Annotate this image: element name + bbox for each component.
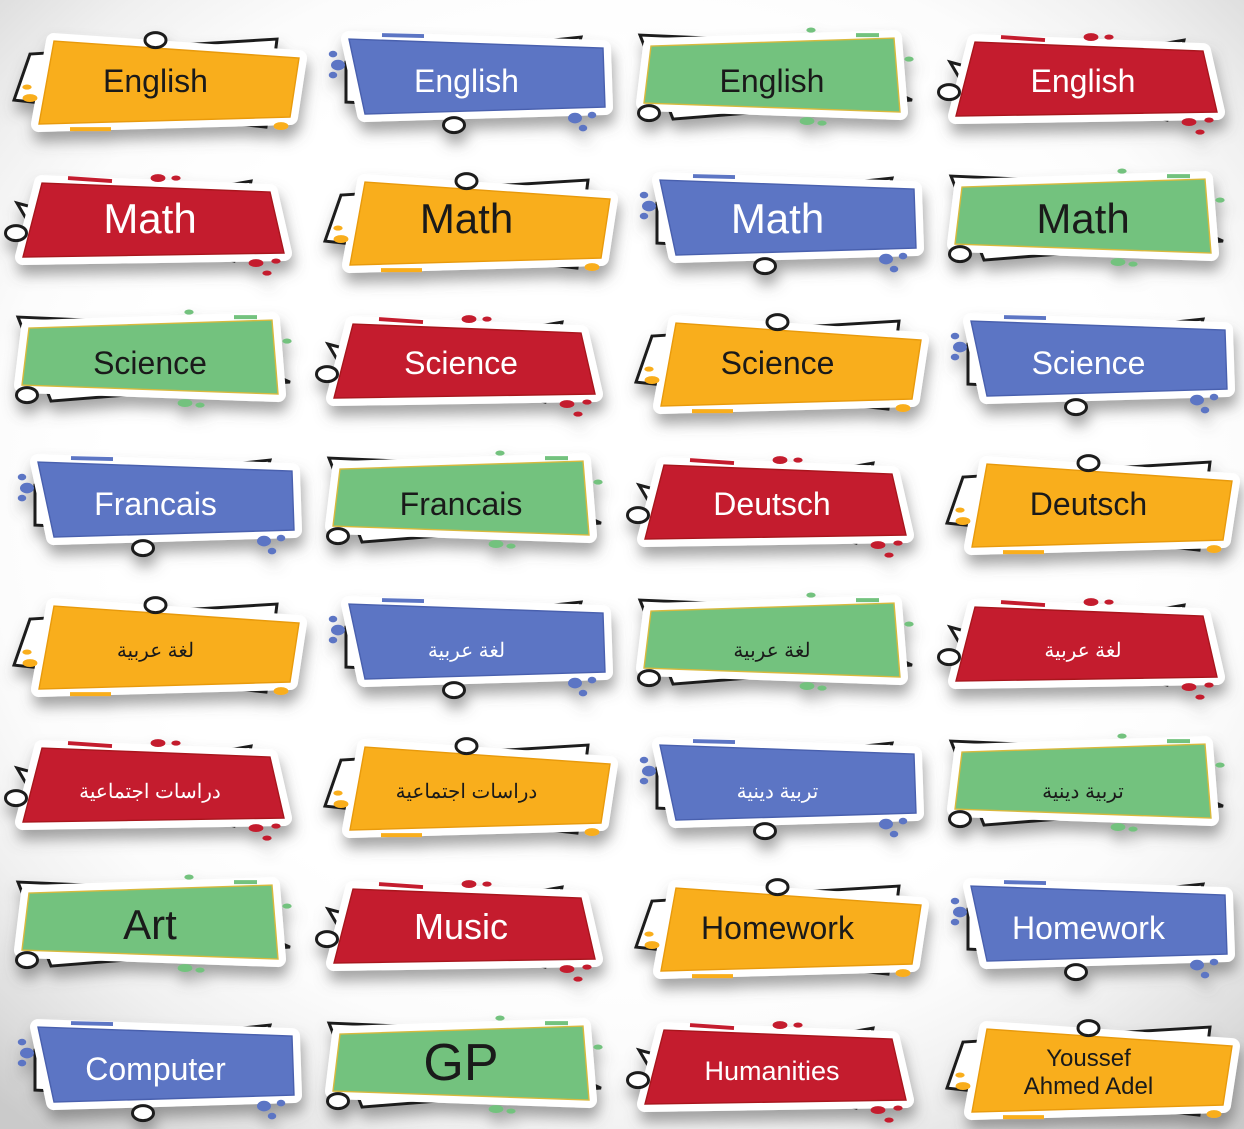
svg-text:Science: Science [1032, 345, 1146, 381]
svg-text:لغة عربية: لغة عربية [1044, 640, 1121, 662]
svg-text:Science: Science [721, 345, 835, 381]
svg-text:GP: GP [423, 1034, 498, 1092]
svg-text:لغة عربية: لغة عربية [117, 640, 194, 662]
svg-text:English: English [103, 63, 208, 99]
svg-text:Deutsch: Deutsch [1030, 486, 1147, 522]
svg-text:Science: Science [404, 345, 518, 381]
svg-text:Deutsch: Deutsch [713, 486, 830, 522]
svg-text:Math: Math [1036, 195, 1129, 242]
svg-text:Ahmed Adel: Ahmed Adel [1024, 1073, 1153, 1100]
svg-text:Youssef: Youssef [1046, 1045, 1131, 1072]
svg-text:Art: Art [123, 901, 177, 948]
svg-text:لغة عربية: لغة عربية [733, 640, 810, 662]
svg-text:Francais: Francais [94, 486, 217, 522]
svg-text:تربية دينية: تربية دينية [1042, 781, 1124, 803]
svg-text:Humanities: Humanities [704, 1056, 839, 1086]
svg-text:Music: Music [414, 906, 508, 947]
svg-text:Francais: Francais [400, 486, 523, 522]
svg-text:Math: Math [731, 195, 824, 242]
svg-text:Math: Math [420, 195, 513, 242]
svg-text:Homework: Homework [701, 910, 855, 946]
svg-text:Science: Science [93, 345, 207, 381]
svg-text:English: English [414, 63, 519, 99]
svg-text:English: English [1031, 63, 1136, 99]
svg-text:دراسات اجتماعية: دراسات اجتماعية [79, 781, 221, 803]
svg-text:Math: Math [103, 195, 196, 242]
svg-text:دراسات اجتماعية: دراسات اجتماعية [396, 781, 538, 803]
svg-text:تربية دينية: تربية دينية [737, 781, 819, 803]
svg-text:Homework: Homework [1012, 910, 1166, 946]
svg-text:English: English [720, 63, 825, 99]
svg-text:لغة عربية: لغة عربية [428, 640, 505, 662]
svg-text:Computer: Computer [85, 1051, 226, 1087]
